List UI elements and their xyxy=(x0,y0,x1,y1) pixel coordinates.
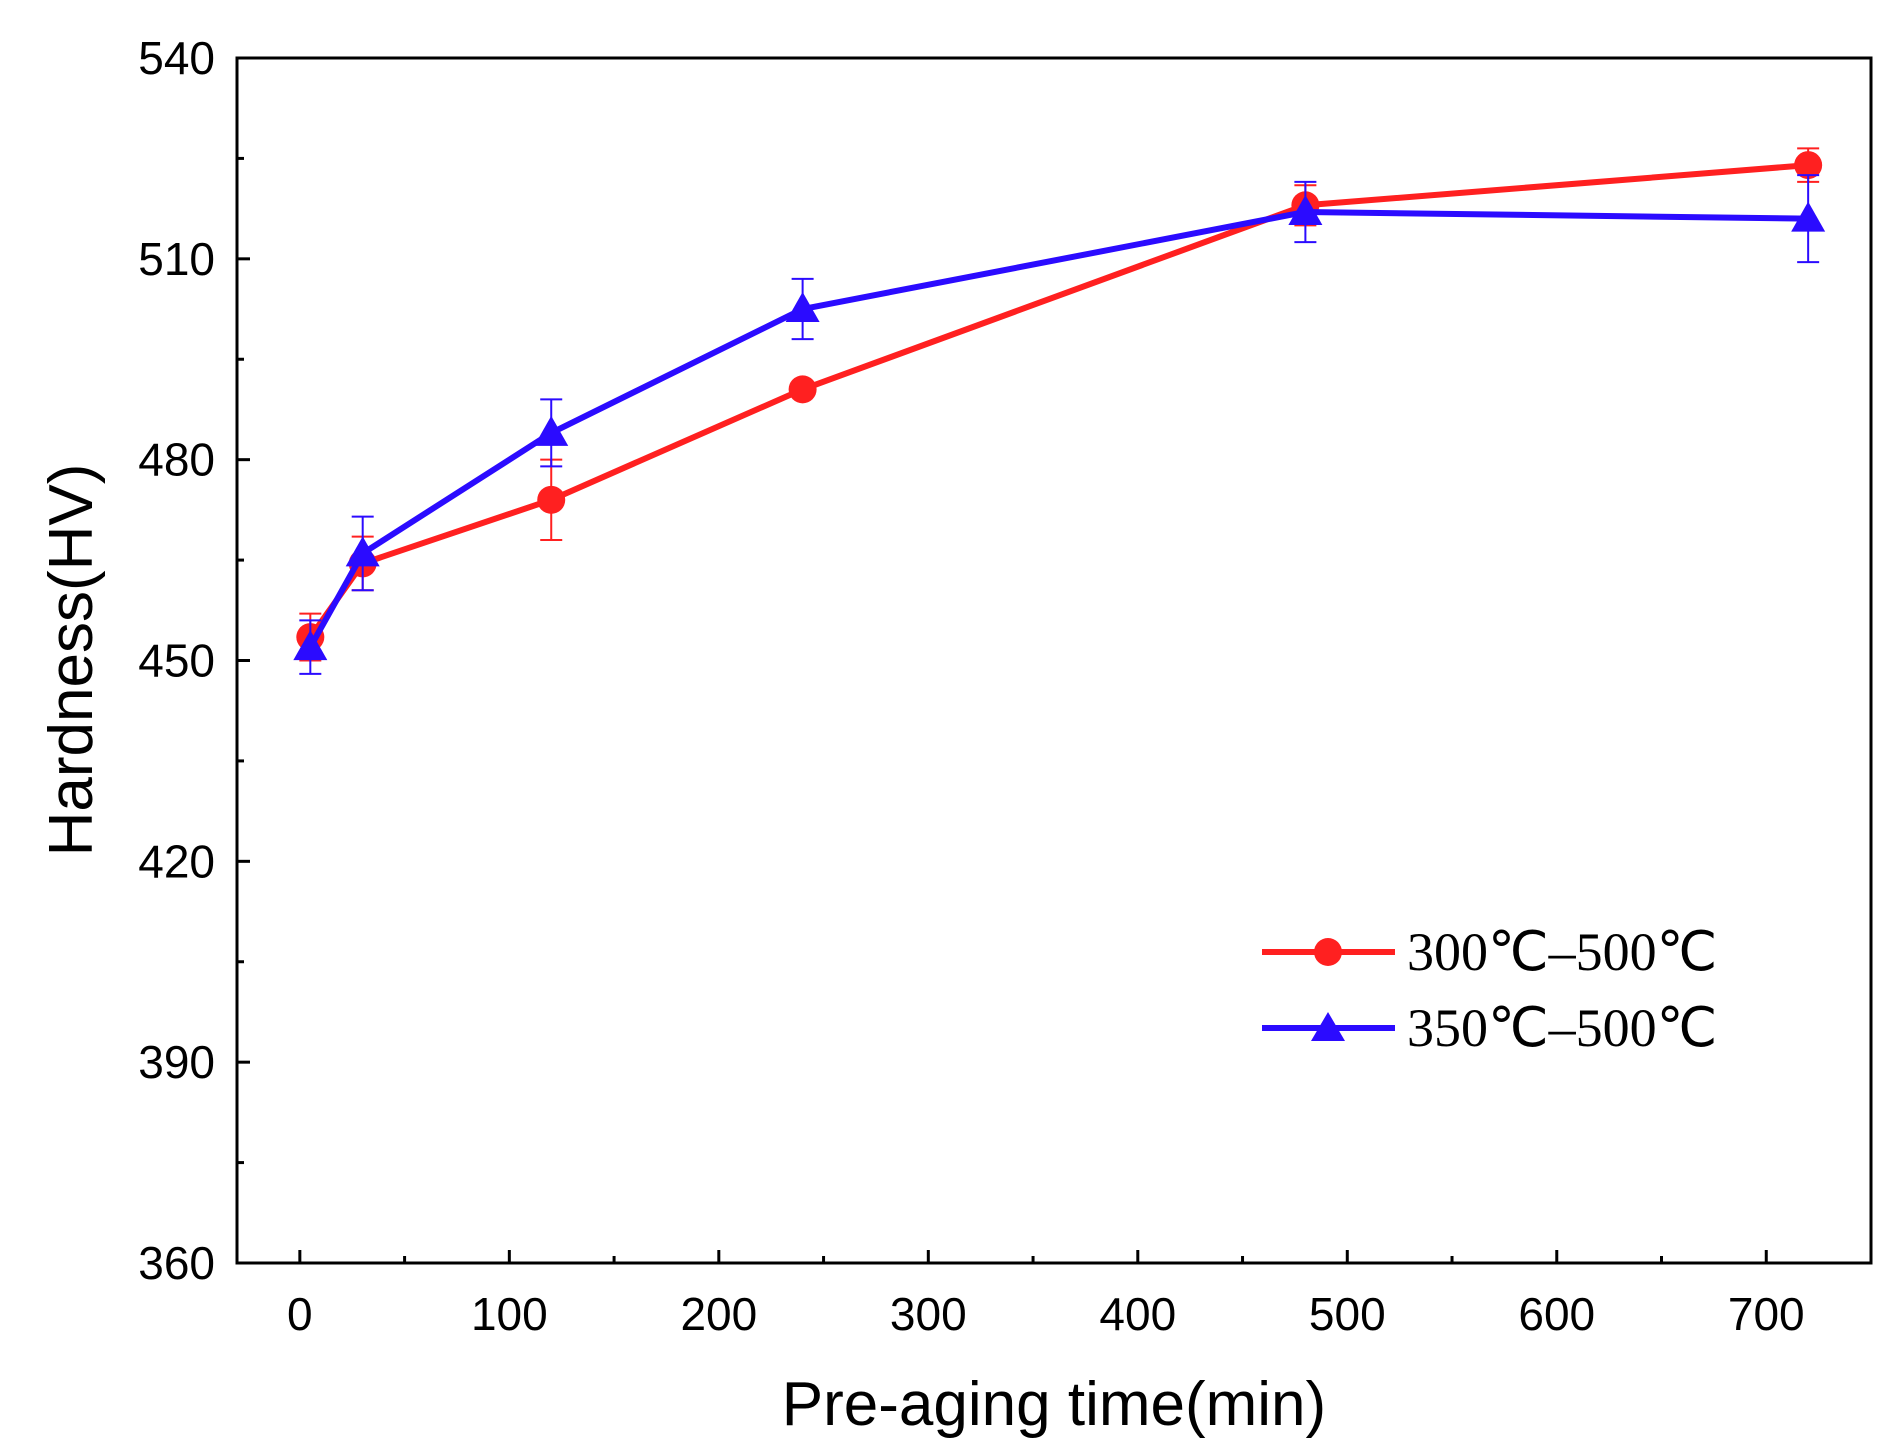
legend-label-series-2: 350℃–500℃ xyxy=(1407,998,1717,1058)
y-axis-title: Hardness(HV) xyxy=(37,464,106,857)
axis-ticks: 0 100 200 300 400 500 600 700 360 390 420 450 480 510… xyxy=(138,32,1804,1340)
y-tick-label-510: 510 xyxy=(138,233,215,285)
x-tick-label-600: 600 xyxy=(1518,1288,1595,1340)
data-point-series-2 xyxy=(1791,201,1826,232)
x-tick-label-0: 0 xyxy=(287,1288,313,1340)
y-tick-label-450: 450 xyxy=(138,635,215,687)
data-point-series-1 xyxy=(788,375,817,404)
y-tick-label-360: 360 xyxy=(138,1237,215,1289)
y-tick-label-540: 540 xyxy=(138,32,215,84)
series-line-1 xyxy=(307,162,1809,639)
data-point-series-1 xyxy=(1794,151,1823,180)
legend-marker-series-2 xyxy=(1311,1012,1345,1041)
y-tick-label-420: 420 xyxy=(138,835,215,887)
data-point-series-1 xyxy=(537,485,566,514)
x-tick-label-100: 100 xyxy=(471,1288,548,1340)
y-tick-label-480: 480 xyxy=(138,434,215,486)
x-tick-label-200: 200 xyxy=(680,1288,757,1340)
x-tick-label-500: 500 xyxy=(1309,1288,1386,1340)
x-tick-label-700: 700 xyxy=(1728,1288,1805,1340)
x-tick-label-400: 400 xyxy=(1099,1288,1176,1340)
series-line-2 xyxy=(307,208,1809,649)
x-tick-label-300: 300 xyxy=(890,1288,967,1340)
legend: 300℃–500℃ 350℃–500℃ xyxy=(1262,922,1717,1058)
y-tick-label-390: 390 xyxy=(138,1036,215,1088)
series-2 xyxy=(293,174,1826,675)
data-point-series-2 xyxy=(534,415,569,446)
data-point-series-2 xyxy=(1288,194,1323,225)
legend-label-series-1: 300℃–500℃ xyxy=(1407,922,1717,982)
x-axis-title: Pre-aging time(min) xyxy=(782,1370,1326,1439)
data-point-series-2 xyxy=(293,630,328,661)
data-point-series-2 xyxy=(785,292,820,323)
legend-marker-series-1 xyxy=(1314,938,1342,966)
series-layer xyxy=(293,147,1826,675)
data-point-series-2 xyxy=(345,536,380,567)
series-1 xyxy=(296,147,1823,662)
plot-frame xyxy=(235,56,1873,1265)
